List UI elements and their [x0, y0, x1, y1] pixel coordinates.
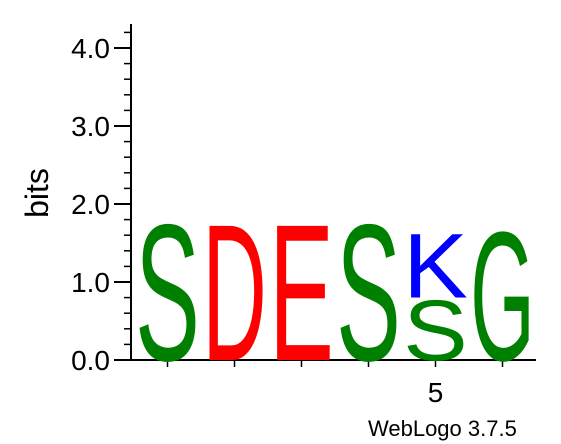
logo-letter-g: G — [470, 193, 535, 399]
logo-letter-k: K — [403, 215, 468, 317]
logo-letter-s: S — [403, 281, 468, 378]
y-tick-label: 1.0 — [71, 267, 110, 298]
y-tick-label: 3.0 — [71, 111, 110, 142]
y-tick-label: 0.0 — [71, 345, 110, 376]
axes: 0.0 1.0 2.0 3.0 4.0 5 — [71, 24, 536, 408]
letter-stacks: S D E S SK G — [135, 185, 535, 403]
letter-stack-cell: S — [403, 281, 468, 378]
letter-stack-cell: D — [202, 185, 267, 403]
logo-letter-s: S — [336, 185, 401, 403]
logo-letter-e: E — [269, 185, 334, 403]
letter-stack-cell: G — [470, 193, 535, 399]
x-tick-label: 5 — [428, 377, 444, 408]
letter-stack-cell: S — [336, 185, 401, 403]
logo-letter-d: D — [202, 185, 267, 403]
letter-stack-cell: S — [135, 185, 200, 403]
weblogo-credit: WebLogo 3.7.5 — [368, 416, 517, 441]
letter-stack-cell: E — [269, 185, 334, 403]
y-axis-title: bits — [19, 168, 55, 218]
y-tick-label: 4.0 — [71, 33, 110, 64]
letter-stack-cell: K — [403, 215, 468, 317]
logo-letter-s: S — [135, 185, 200, 403]
y-tick-label: 2.0 — [71, 189, 110, 220]
